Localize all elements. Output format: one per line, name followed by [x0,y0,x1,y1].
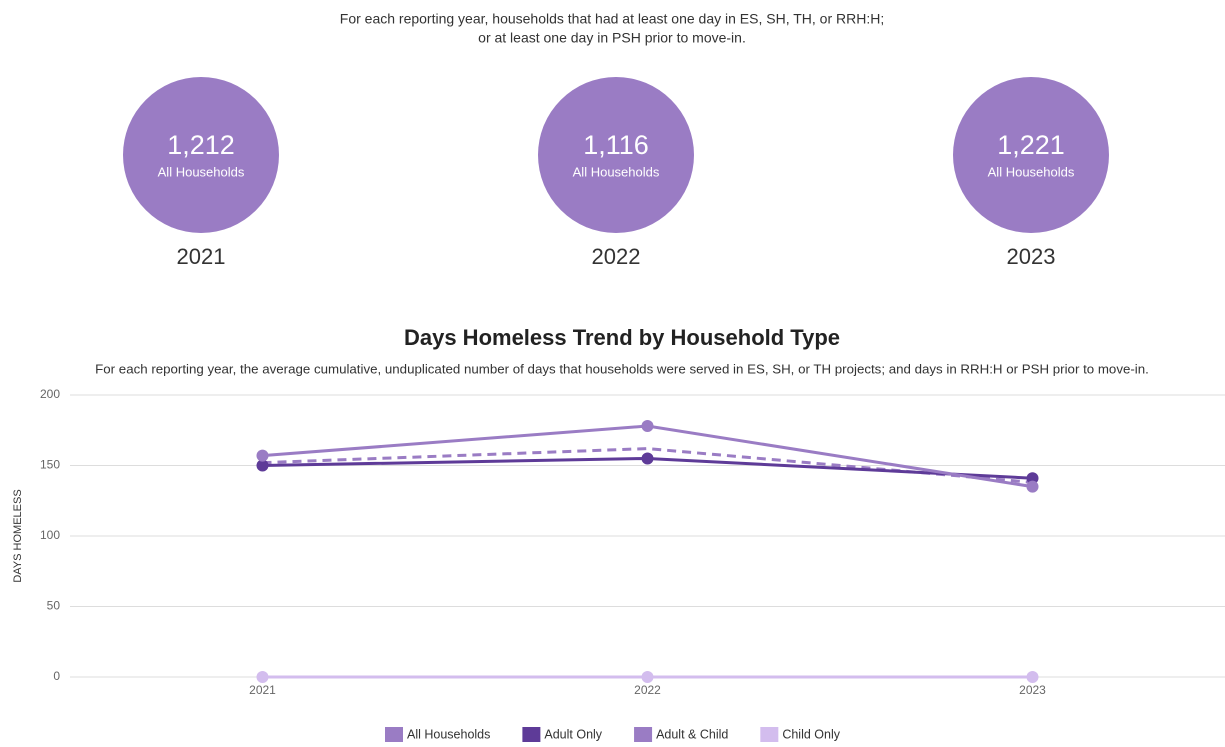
kpi-year: 2022 [592,244,641,269]
kpi-circle [953,77,1109,233]
description: For each reporting year, households that… [340,11,884,27]
legend-label: Adult Only [544,727,602,741]
kpi-circle [123,77,279,233]
chart-title: Days Homeless Trend by Household Type [404,325,840,350]
kpi-circle [538,77,694,233]
kpi-label: All Households [573,164,660,179]
point [641,420,654,433]
series-line [262,447,1033,484]
point [256,459,269,472]
kpi-label: All Households [988,164,1075,179]
y-tick-label: 100 [40,528,60,542]
description: or at least one day in PSH prior to move… [478,30,746,46]
point [1026,480,1039,493]
x-tick-label: 2022 [634,683,661,697]
y-tick-label: 50 [47,599,61,613]
point [256,449,269,462]
y-tick-label: 200 [40,387,60,401]
legend-swatch [760,727,779,742]
legend-label: All Households [407,727,490,741]
y-axis-label: DAYS HOMELESS [12,489,24,582]
point [1026,671,1039,683]
point [1026,472,1039,485]
kpi-year: 2023 [1007,244,1056,269]
y-tick-label: 150 [40,458,60,472]
kpi-year: 2021 [177,244,226,269]
legend-label: Adult & Child [656,727,728,741]
point [641,671,654,683]
kpi-value: 1,212 [167,130,235,160]
kpi-label: All Households [158,164,245,179]
x-tick-label: 2023 [1019,683,1046,697]
point [641,452,654,465]
point [256,671,269,683]
chart-subtitle: For each reporting year, the average cum… [95,362,1149,377]
legend-swatch [385,727,403,742]
legend-swatch [634,727,653,742]
legend-swatch [522,727,541,742]
x-tick-label: 2021 [249,683,276,697]
legend-label: Child Only [782,727,840,741]
y-tick-label: 0 [53,669,60,683]
kpi-value: 1,221 [997,130,1065,160]
kpi-value: 1,116 [583,130,649,160]
